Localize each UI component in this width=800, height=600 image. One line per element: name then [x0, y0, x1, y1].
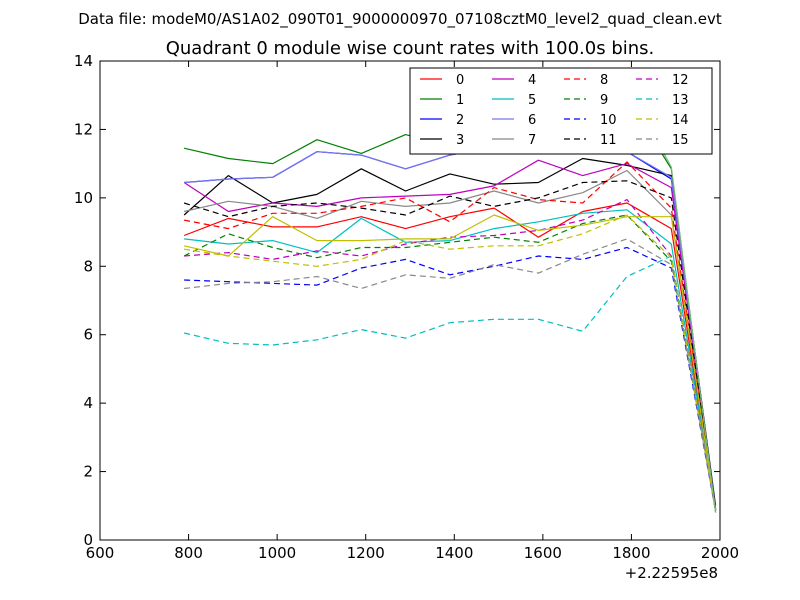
- series-line-3: [183, 157, 717, 506]
- legend-label-1: 1: [456, 93, 464, 108]
- series-line-0: [183, 202, 717, 511]
- y-tick-label: 10: [74, 189, 93, 207]
- y-tick-label: 2: [83, 463, 93, 481]
- x-tick-label: 1600: [524, 544, 562, 562]
- legend-label-13: 13: [672, 93, 689, 108]
- legend-label-15: 15: [672, 133, 689, 148]
- legend-label-5: 5: [528, 93, 536, 108]
- y-tick-label: 4: [83, 394, 93, 412]
- legend-label-7: 7: [528, 133, 536, 148]
- series-line-1: [183, 96, 717, 513]
- legend-label-10: 10: [600, 113, 617, 128]
- y-tick-label: 14: [74, 52, 93, 70]
- series-line-2: [184, 137, 717, 510]
- x-tick-label: 1000: [258, 544, 296, 562]
- series-line-11: [183, 180, 717, 510]
- y-tick-label: 0: [83, 531, 93, 549]
- plot-frame: [99, 60, 721, 541]
- series-line-extra-16: [183, 214, 717, 511]
- x-tick-label: 600: [86, 544, 115, 562]
- x-tick-label: 1200: [347, 544, 385, 562]
- y-tick-label: 8: [83, 257, 93, 275]
- series-line-7: [183, 169, 717, 511]
- series-line-5: [184, 209, 717, 510]
- chart-suptitle: Data file: modeM0/AS1A02_090T01_90000009…: [78, 10, 722, 29]
- x-axis-offset-label: +2.22595e8: [625, 564, 718, 582]
- legend-label-9: 9: [600, 93, 608, 108]
- series-line-9: [183, 214, 717, 512]
- series-line-14: [184, 214, 717, 512]
- legend-label-11: 11: [600, 133, 617, 148]
- legend-label-12: 12: [672, 73, 689, 88]
- legend-label-2: 2: [456, 113, 464, 128]
- chart-title: Quadrant 0 module wise count rates with …: [166, 38, 655, 59]
- x-tick-label: 2000: [701, 544, 739, 562]
- y-tick-label: 6: [83, 326, 93, 344]
- series-line-15: [184, 238, 717, 510]
- x-axis: 600 800 1000 1200 1400 1600 1800 2000: [86, 61, 739, 562]
- series-line-8: [183, 161, 717, 510]
- legend-label-0: 0: [456, 73, 464, 88]
- legend-label-4: 4: [528, 73, 536, 88]
- legend-frame: [409, 67, 713, 155]
- series-line-10: [184, 246, 717, 512]
- legend-label-3: 3: [456, 133, 464, 148]
- legend-label-14: 14: [672, 113, 689, 128]
- series-line-12: [184, 199, 717, 510]
- series-line-13: [183, 255, 717, 512]
- x-tick-label: 1800: [612, 544, 650, 562]
- x-tick-label: 1400: [435, 544, 473, 562]
- series-line-6: [184, 137, 717, 510]
- legend-label-8: 8: [600, 73, 608, 88]
- y-tick-label: 12: [74, 120, 93, 138]
- x-tick-label: 800: [174, 544, 203, 562]
- legend-label-6: 6: [528, 113, 536, 128]
- series-line-4: [183, 159, 717, 510]
